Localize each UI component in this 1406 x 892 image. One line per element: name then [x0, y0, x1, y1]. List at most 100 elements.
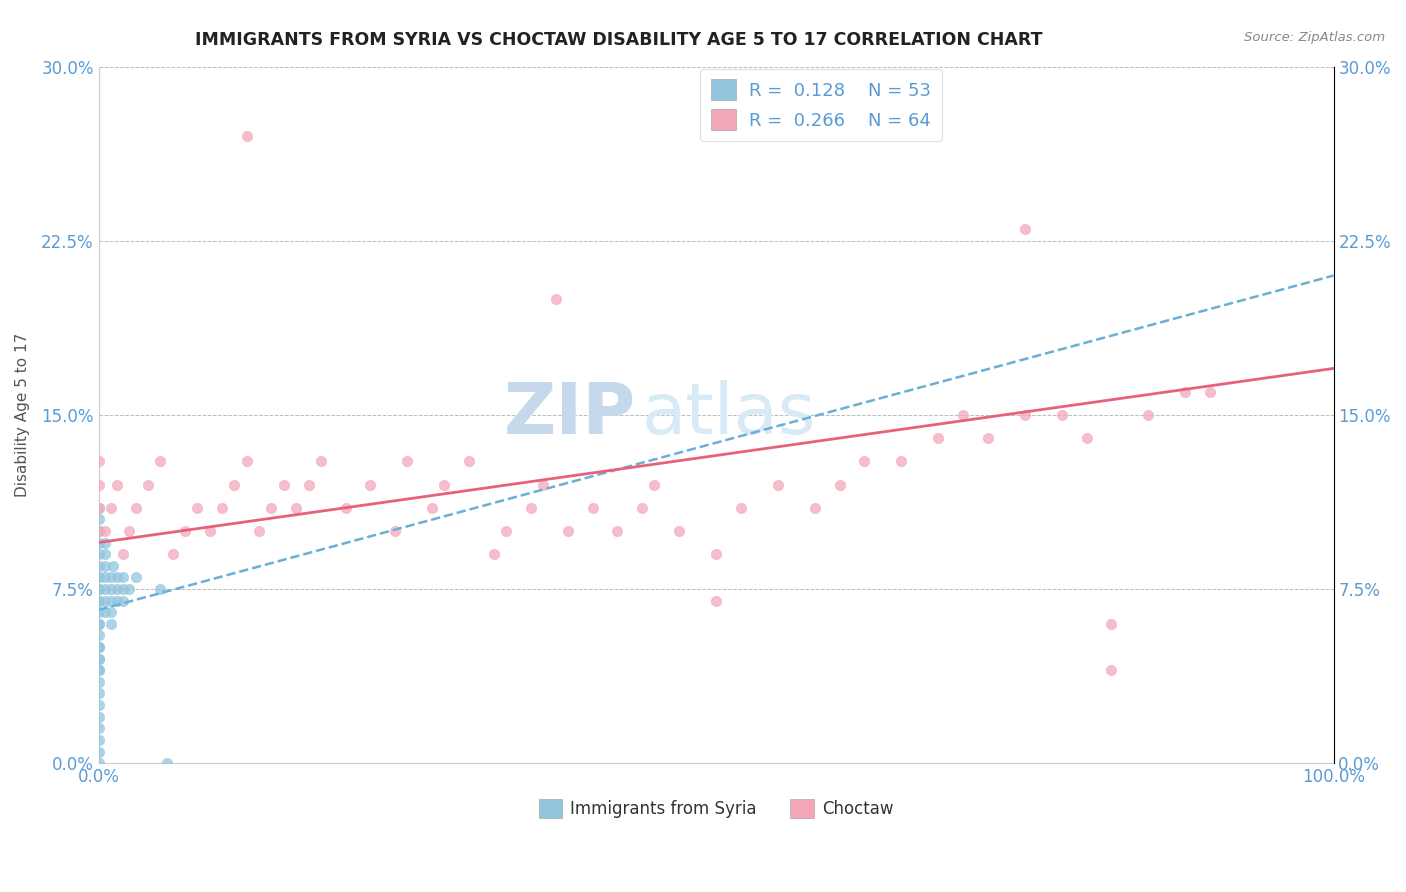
Point	[643, 477, 665, 491]
Point	[420, 500, 443, 515]
Point	[482, 547, 505, 561]
Point	[94, 524, 117, 538]
Point	[890, 454, 912, 468]
Point	[224, 477, 246, 491]
Point	[87, 698, 110, 712]
Point	[730, 500, 752, 515]
Point	[87, 616, 110, 631]
Point	[87, 500, 110, 515]
Point	[458, 454, 481, 468]
Point	[112, 582, 135, 596]
Point	[87, 454, 110, 468]
Point	[94, 547, 117, 561]
Point	[112, 593, 135, 607]
Point	[433, 477, 456, 491]
Point	[87, 640, 110, 654]
Point	[87, 686, 110, 700]
Point	[100, 582, 122, 596]
Point	[285, 500, 308, 515]
Point	[118, 582, 141, 596]
Point	[247, 524, 270, 538]
Point	[581, 500, 603, 515]
Point	[155, 756, 177, 771]
Point	[87, 651, 110, 665]
Point	[273, 477, 295, 491]
Text: atlas: atlas	[643, 380, 817, 450]
Point	[495, 524, 517, 538]
Point	[94, 535, 117, 549]
Point	[87, 593, 110, 607]
Point	[1137, 408, 1160, 422]
Point	[668, 524, 690, 538]
Point	[87, 616, 110, 631]
Point	[162, 547, 184, 561]
Point	[105, 593, 128, 607]
Point	[87, 524, 110, 538]
Point	[87, 547, 110, 561]
Point	[236, 454, 259, 468]
Point	[103, 558, 125, 573]
Point	[87, 512, 110, 526]
Point	[100, 593, 122, 607]
Point	[531, 477, 554, 491]
Point	[87, 582, 110, 596]
Point	[87, 535, 110, 549]
Point	[112, 570, 135, 584]
Point	[766, 477, 789, 491]
Text: ZIP: ZIP	[503, 380, 636, 450]
Point	[87, 582, 110, 596]
Point	[87, 709, 110, 723]
Point	[87, 570, 110, 584]
Point	[94, 570, 117, 584]
Point	[94, 605, 117, 619]
Point	[1099, 663, 1122, 677]
Point	[87, 732, 110, 747]
Point	[704, 593, 727, 607]
Point	[396, 454, 419, 468]
Point	[704, 547, 727, 561]
Text: IMMIGRANTS FROM SYRIA VS CHOCTAW DISABILITY AGE 5 TO 17 CORRELATION CHART: IMMIGRANTS FROM SYRIA VS CHOCTAW DISABIL…	[195, 31, 1042, 49]
Point	[94, 582, 117, 596]
Point	[952, 408, 974, 422]
Point	[297, 477, 319, 491]
Point	[174, 524, 197, 538]
Point	[112, 547, 135, 561]
Point	[631, 500, 654, 515]
Point	[87, 593, 110, 607]
Point	[87, 558, 110, 573]
Point	[198, 524, 221, 538]
Point	[105, 477, 128, 491]
Point	[186, 500, 208, 515]
Point	[105, 582, 128, 596]
Point	[124, 570, 146, 584]
Point	[136, 477, 159, 491]
Point	[804, 500, 827, 515]
Point	[100, 616, 122, 631]
Text: Source: ZipAtlas.com: Source: ZipAtlas.com	[1244, 31, 1385, 45]
Point	[87, 663, 110, 677]
Y-axis label: Disability Age 5 to 17: Disability Age 5 to 17	[15, 333, 30, 497]
Point	[105, 570, 128, 584]
Point	[260, 500, 283, 515]
Point	[149, 582, 172, 596]
Point	[557, 524, 579, 538]
Point	[828, 477, 851, 491]
Point	[236, 129, 259, 144]
Point	[87, 663, 110, 677]
Point	[87, 628, 110, 642]
Point	[309, 454, 332, 468]
Point	[118, 524, 141, 538]
Point	[87, 640, 110, 654]
Point	[87, 756, 110, 771]
Point	[1099, 616, 1122, 631]
Point	[520, 500, 543, 515]
Point	[1050, 408, 1073, 422]
Point	[87, 500, 110, 515]
Legend: Immigrants from Syria, Choctaw: Immigrants from Syria, Choctaw	[531, 792, 900, 824]
Point	[211, 500, 233, 515]
Point	[853, 454, 876, 468]
Point	[606, 524, 628, 538]
Point	[87, 721, 110, 735]
Point	[927, 431, 949, 445]
Point	[94, 593, 117, 607]
